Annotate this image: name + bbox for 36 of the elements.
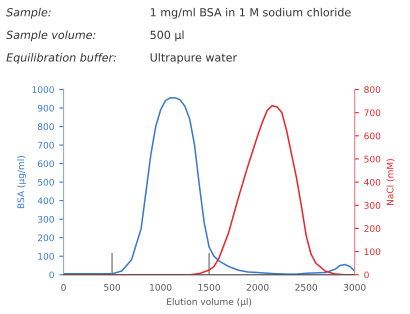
text: 500 µl xyxy=(150,30,184,42)
y2-tick-label: 200 xyxy=(364,225,380,232)
x-tick-label: 0 xyxy=(61,284,66,291)
x-tick-label: 2000 xyxy=(246,284,269,291)
y-tick-label: 1000 xyxy=(32,86,54,94)
y-tick-label: 800 xyxy=(38,123,54,130)
y2-axis-title: NaCl (mM) xyxy=(386,159,395,206)
y-tick-label: 500 xyxy=(38,178,54,186)
y2-tick-label: 500 xyxy=(364,156,380,163)
y-tick-label: 200 xyxy=(38,234,54,242)
y-tick-label: 700 xyxy=(38,142,54,149)
y2-tick-label: 0 xyxy=(364,271,369,278)
y2-tick-label: 800 xyxy=(364,86,380,94)
y-tick-label: 400 xyxy=(38,197,54,204)
y-axis-title: BSA (µg/ml) xyxy=(17,156,26,208)
y2-tick-label: 300 xyxy=(364,202,380,209)
y-tick-label: 600 xyxy=(38,160,54,168)
x-tick-label: 1500 xyxy=(198,284,220,291)
y2-tick-label: 400 xyxy=(364,178,380,186)
text: Sample: xyxy=(6,8,51,19)
x-tick-label: 2500 xyxy=(295,284,318,291)
x-tick-label: 500 xyxy=(104,284,120,291)
y-tick-label: 0 xyxy=(49,271,54,278)
text: Equilibration buffer: xyxy=(6,53,116,64)
y2-tick-label: 100 xyxy=(364,248,380,256)
y2-tick-label: 700 xyxy=(364,109,380,116)
x-axis-title: Elution volume (µl) xyxy=(167,298,252,307)
x-tick-label: 3000 xyxy=(344,284,366,291)
text: Sample volume: xyxy=(6,30,96,42)
text: Ultrapure water xyxy=(150,53,238,64)
y2-tick-label: 600 xyxy=(364,132,380,140)
y-tick-label: 300 xyxy=(38,216,54,223)
text: 1 mg/ml BSA in 1 M sodium chloride xyxy=(150,8,351,19)
y-tick-label: 900 xyxy=(38,104,54,112)
x-tick-label: 1000 xyxy=(150,284,172,291)
y-tick-label: 100 xyxy=(38,252,54,260)
